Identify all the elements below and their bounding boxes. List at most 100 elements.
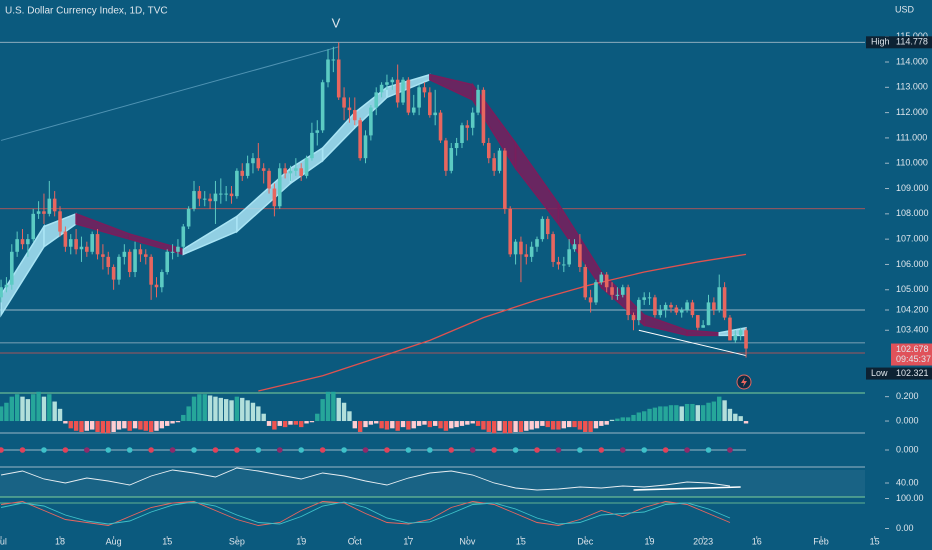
x-tick-label: 19 [296,536,306,546]
candle-body [58,211,62,232]
histogram-bar [674,405,679,422]
candle-body [160,272,164,288]
candle-body [122,251,127,257]
histogram-bar [604,421,609,425]
x-tick-label: 15 [516,536,526,546]
histogram-bar [298,421,304,428]
histogram-bar [9,396,14,422]
candle-body [406,79,411,113]
x-tick-label: Sep [229,536,245,546]
candle-body [111,266,116,280]
candle-body [74,239,78,250]
histogram-bar [620,417,625,422]
histogram-bar [63,421,68,424]
histogram-bar [218,397,224,422]
histogram-bar [127,421,132,431]
candle-body [620,287,625,295]
indicator-line [1,501,731,526]
candle-body [138,249,143,255]
histogram-bar [31,394,36,422]
histogram-bar [341,402,347,422]
signal-dot [491,447,497,453]
histogram-bar [282,421,288,428]
candle-body [540,218,545,240]
histogram-bar [470,421,475,424]
candle-body [449,148,454,171]
histogram-bar [256,406,261,422]
histogram-bar [540,421,545,426]
histogram-bar [175,421,181,423]
histogram-bar [186,406,191,422]
last-price: 102.678 [896,344,929,354]
histogram-bar [449,421,454,429]
candle-body [202,198,207,200]
histogram-bar [406,421,411,430]
candle-body [320,82,325,131]
candle-body [476,89,480,113]
histogram-bar [465,421,470,425]
x-tick-label: 17 [403,536,413,546]
candle-body [567,249,571,265]
histogram-bar [207,395,213,422]
histogram-bar [497,421,502,431]
candle-body [395,79,400,103]
signal-dot [727,447,733,453]
candle-body [79,246,84,250]
last-price-box [891,343,932,366]
histogram-bar [47,394,52,422]
histogram-bar [36,391,41,422]
candle-body [486,142,491,159]
histogram-bar [4,402,9,422]
histogram-bar [566,421,572,428]
histogram-bar [288,421,293,425]
histogram-bar [315,413,320,422]
signal-dot [469,447,476,453]
candle-body [604,274,609,288]
histogram-bar [347,411,352,422]
histogram-bar [711,401,717,422]
signal-dot [512,447,519,453]
candle-body [444,140,448,171]
signal-dot [319,447,326,453]
histogram-bar [52,401,57,422]
histogram-bar [73,421,79,431]
histogram-bar [486,421,491,432]
x-tick-label: Dec [577,536,594,546]
candle-body [347,107,352,111]
candle-body [551,234,555,262]
moving-average [258,253,747,392]
histogram-bar [363,421,368,428]
histogram-bar [234,396,240,422]
candle-body [294,168,298,171]
signal-dot [534,447,540,453]
histogram-bar [508,421,513,434]
histogram-bar [106,421,111,434]
candle-body [717,287,722,311]
indicator-trendline [633,486,741,491]
histogram-bar [475,421,481,426]
y-tick-label: 107.000 [896,234,929,244]
candle-body [165,251,170,273]
candle-body [369,107,373,136]
histogram-bar [722,400,727,422]
candle-body [42,211,46,214]
candle-body [428,92,432,116]
x-tick-label: 15 [162,536,172,546]
candle-body [363,135,368,159]
candle-body [15,239,19,252]
y-tick-label: 113.000 [896,82,928,92]
candle-body [101,254,105,257]
histogram-bar [159,421,165,429]
candle-body [251,158,255,164]
candle-body [422,87,427,93]
histogram-bar [684,403,690,422]
histogram-bar [261,413,266,422]
candle-body [722,287,727,318]
candle-body [385,82,389,85]
histogram-bar [240,397,245,422]
histogram-bar [266,421,272,426]
histogram-bar [250,402,256,422]
signal-dot [191,447,197,453]
histogram-bar [427,421,433,428]
histogram-bar [197,394,202,422]
